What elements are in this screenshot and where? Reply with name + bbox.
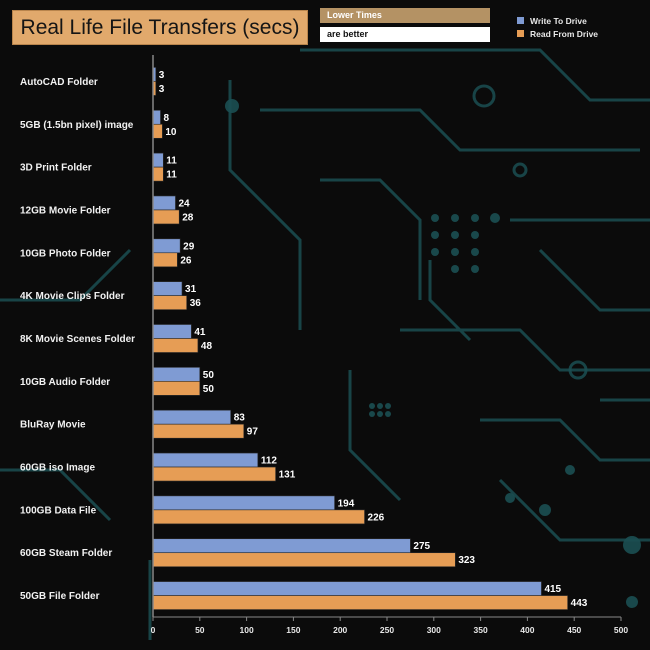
value-label-write: 50 bbox=[203, 370, 215, 381]
value-label-write: 194 bbox=[338, 498, 355, 509]
bar-write bbox=[152, 281, 183, 296]
x-tick-label: 300 bbox=[427, 625, 441, 635]
value-label-write: 29 bbox=[183, 241, 195, 252]
category-label: 10GB Photo Folder bbox=[20, 248, 111, 259]
bar-read bbox=[152, 209, 180, 225]
bar-write bbox=[152, 495, 335, 511]
legend-label-read: Read From Drive bbox=[530, 28, 599, 39]
x-tick-label: 500 bbox=[614, 625, 628, 635]
x-tick-label: 200 bbox=[333, 625, 347, 635]
bar-write bbox=[152, 367, 201, 382]
bar-write bbox=[152, 409, 231, 425]
value-label-write: 112 bbox=[261, 456, 278, 467]
x-tick-label: 50 bbox=[195, 625, 205, 635]
bar-read bbox=[152, 466, 276, 482]
value-label-write: 3 bbox=[159, 70, 165, 81]
category-label: 5GB (1.5bn pixel) image bbox=[20, 120, 134, 131]
legend-item-write: Write To Drive bbox=[517, 14, 598, 27]
x-tick-label: 350 bbox=[474, 625, 488, 635]
note-lower-times: Lower Times bbox=[320, 8, 490, 23]
category-label: 60GB Steam Folder bbox=[20, 548, 112, 559]
category-label: 10GB Audio Folder bbox=[20, 377, 110, 388]
value-label-write: 415 bbox=[544, 584, 561, 595]
x-tick-label: 400 bbox=[520, 625, 534, 635]
value-label-write: 83 bbox=[234, 413, 246, 424]
bar-write bbox=[152, 581, 542, 596]
value-label-read: 3 bbox=[159, 84, 165, 95]
bar-read bbox=[152, 166, 164, 182]
x-tick-label: 100 bbox=[240, 625, 254, 635]
note-are-better: are better bbox=[320, 27, 490, 42]
value-label-read: 36 bbox=[190, 298, 202, 309]
bar-write bbox=[152, 109, 161, 125]
x-tick-label: 150 bbox=[286, 625, 300, 635]
bar-write bbox=[152, 195, 176, 211]
bar-read bbox=[152, 338, 199, 353]
value-label-read: 226 bbox=[368, 512, 385, 523]
bar-read bbox=[152, 295, 187, 310]
legend: Write To Drive Read From Drive bbox=[517, 14, 598, 40]
category-label: 8K Movie Scenes Folder bbox=[20, 334, 135, 345]
category-label: BluRay Movie bbox=[20, 420, 86, 431]
value-label-read: 97 bbox=[247, 427, 259, 438]
category-label: 3D Print Folder bbox=[20, 163, 92, 174]
bar-write bbox=[152, 152, 164, 168]
value-label-read: 443 bbox=[571, 598, 588, 609]
legend-swatch-write bbox=[517, 17, 524, 24]
chart-title: Real Life File Transfers (secs) bbox=[12, 10, 308, 45]
bar-read bbox=[152, 381, 201, 396]
value-label-write: 24 bbox=[178, 198, 190, 209]
legend-label-write: Write To Drive bbox=[530, 15, 587, 26]
x-tick-label: 450 bbox=[567, 625, 581, 635]
value-label-read: 50 bbox=[203, 384, 215, 395]
bar-write bbox=[152, 452, 259, 468]
value-label-read: 131 bbox=[279, 470, 296, 481]
bar-read bbox=[152, 509, 365, 525]
bar-write bbox=[152, 324, 192, 339]
value-label-read: 28 bbox=[182, 212, 194, 223]
bar-read bbox=[152, 252, 178, 268]
x-tick-label: 250 bbox=[380, 625, 394, 635]
x-tick-label: 0 bbox=[151, 625, 156, 635]
category-label: AutoCAD Folder bbox=[20, 77, 98, 88]
bar-read bbox=[152, 123, 163, 139]
value-label-write: 31 bbox=[185, 284, 197, 295]
value-label-read: 26 bbox=[180, 255, 192, 266]
value-label-write: 11 bbox=[166, 156, 177, 167]
bar-read bbox=[152, 423, 245, 439]
category-label: 50GB File Folder bbox=[20, 591, 100, 602]
bar-write bbox=[152, 238, 181, 254]
value-label-write: 275 bbox=[413, 541, 430, 552]
value-label-write: 8 bbox=[163, 113, 169, 124]
bar-read bbox=[152, 552, 456, 568]
bar-read bbox=[152, 595, 568, 610]
category-label: 100GB Data File bbox=[20, 505, 97, 516]
value-label-read: 10 bbox=[165, 127, 177, 138]
value-label-write: 41 bbox=[194, 327, 206, 338]
bar-write bbox=[152, 538, 411, 554]
value-label-read: 48 bbox=[201, 341, 213, 352]
legend-item-read: Read From Drive bbox=[517, 27, 598, 40]
value-label-read: 11 bbox=[166, 170, 177, 181]
category-label: 60GB iso Image bbox=[20, 463, 95, 474]
category-label: 12GB Movie Folder bbox=[20, 205, 111, 216]
value-label-read: 323 bbox=[458, 555, 475, 566]
legend-swatch-read bbox=[517, 30, 524, 37]
category-label: 4K Movie Clips Folder bbox=[20, 291, 125, 302]
